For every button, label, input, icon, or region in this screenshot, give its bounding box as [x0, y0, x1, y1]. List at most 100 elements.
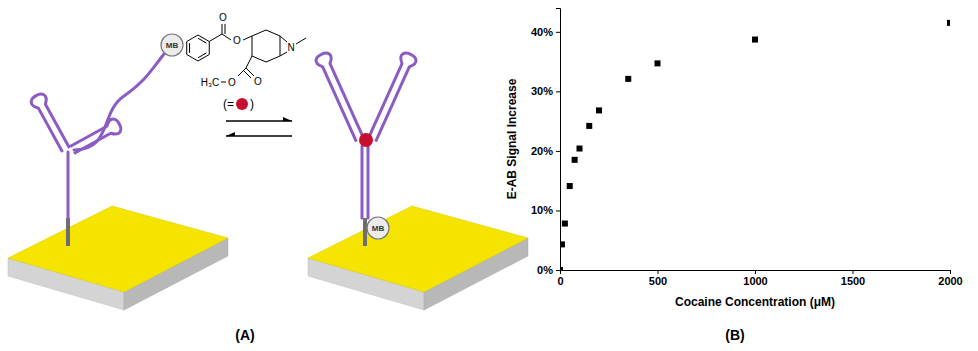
atom-label: H₃C	[201, 77, 220, 88]
bond	[252, 36, 253, 56]
y-axis-title: E-AB Signal Increase	[505, 78, 519, 199]
tick-label: 2000	[938, 275, 962, 287]
thiol-linker	[66, 218, 70, 246]
aptamer-stem	[367, 146, 370, 218]
methylene-blue	[161, 34, 183, 56]
tick: 500	[649, 270, 667, 287]
thiol-linker	[363, 218, 367, 246]
panel-b: 05001000150020000%10%20%30%40%Cocaine Co…	[505, 9, 963, 310]
bond	[198, 35, 209, 42]
aptamer-hairpin	[70, 119, 121, 153]
tick: 0%	[537, 264, 560, 276]
tick: 40%	[531, 26, 560, 38]
equilibrium-arrow	[226, 135, 292, 137]
axis-line	[556, 9, 561, 271]
bond	[222, 24, 223, 34]
tick-mark	[755, 270, 756, 274]
tick-label: 500	[649, 275, 667, 287]
bond	[266, 56, 280, 62]
atom-label: O	[228, 77, 236, 88]
bond	[243, 70, 251, 78]
data-point	[596, 107, 602, 113]
tick-mark	[556, 270, 560, 271]
reporter-label: MB	[166, 41, 179, 50]
tick-label: 1000	[743, 275, 767, 287]
data-point	[560, 267, 563, 270]
ligand-key: (=	[223, 97, 234, 111]
tick: 20%	[531, 145, 560, 157]
panel-a: MBMB(=)OOOH₃CON	[8, 12, 528, 310]
bond	[222, 34, 231, 40]
tick-mark	[853, 270, 854, 274]
bond	[252, 56, 266, 62]
bond	[189, 43, 190, 53]
y-axis: 0% 10% 20% 30% 40%	[531, 9, 561, 277]
tick-mark	[556, 91, 560, 92]
bond	[198, 38, 206, 43]
bond	[198, 55, 209, 62]
tick: 2000	[938, 270, 962, 287]
reporter-label: MB	[372, 224, 385, 233]
tick: 1500	[841, 270, 865, 287]
data-point	[752, 37, 758, 43]
aptamer-tail	[74, 54, 164, 150]
cocaine-bound	[359, 133, 373, 147]
bond	[280, 52, 287, 56]
data-point	[586, 123, 592, 129]
data-point	[655, 60, 661, 66]
tick-mark	[556, 151, 560, 152]
aptamer-hairpin	[368, 53, 416, 141]
tick: 30%	[531, 85, 560, 97]
arrow-head	[226, 132, 235, 136]
tick-mark	[556, 32, 560, 33]
bond	[296, 38, 306, 44]
data-point	[625, 76, 631, 82]
bond	[198, 53, 206, 58]
tick: 1000	[743, 270, 767, 287]
panel-label: (B)	[725, 327, 744, 343]
atom-label: N	[287, 42, 294, 53]
tick-label: 10%	[531, 204, 553, 216]
bond	[280, 36, 281, 56]
data-point	[560, 241, 565, 247]
bond	[209, 34, 222, 42]
tick-mark	[658, 270, 659, 274]
x-axis: 0 500 1000 1500 2000	[557, 270, 962, 287]
bond	[221, 82, 226, 83]
methylene-blue	[367, 217, 389, 239]
atom-label: O	[219, 12, 227, 23]
bond	[209, 42, 210, 55]
aptamer-stem	[361, 146, 364, 218]
data-point	[577, 146, 583, 152]
aptamer-stem	[67, 152, 70, 218]
bond	[238, 68, 246, 76]
bond	[246, 56, 252, 68]
data-point	[562, 221, 568, 227]
aptamer-hairpin	[31, 94, 69, 152]
tick: 10%	[531, 204, 560, 216]
tick-label: 20%	[531, 145, 553, 157]
tick-label: 0%	[537, 264, 553, 276]
plot-area	[560, 20, 950, 270]
arrow-head	[283, 117, 292, 121]
tick-label: 1500	[841, 275, 865, 287]
bond	[243, 36, 252, 40]
tick-mark	[950, 270, 951, 274]
electrode-surface	[308, 206, 528, 292]
gold-electrode	[8, 206, 228, 310]
panel-label: (A)	[235, 327, 254, 343]
data-point	[572, 157, 578, 163]
data-point	[947, 20, 950, 26]
equilibrium-arrow	[226, 120, 292, 122]
ligand-symbol	[236, 98, 248, 110]
bond	[186, 42, 187, 55]
axis-line	[561, 271, 951, 275]
ligand-key: )	[250, 97, 254, 111]
cocaine-structure: OOOH₃CON	[187, 12, 306, 88]
electrode-surface	[8, 206, 228, 292]
bond	[187, 55, 198, 62]
bond	[266, 30, 280, 36]
bond	[225, 24, 226, 34]
tick-label: 0	[557, 275, 563, 287]
bond	[187, 35, 198, 42]
